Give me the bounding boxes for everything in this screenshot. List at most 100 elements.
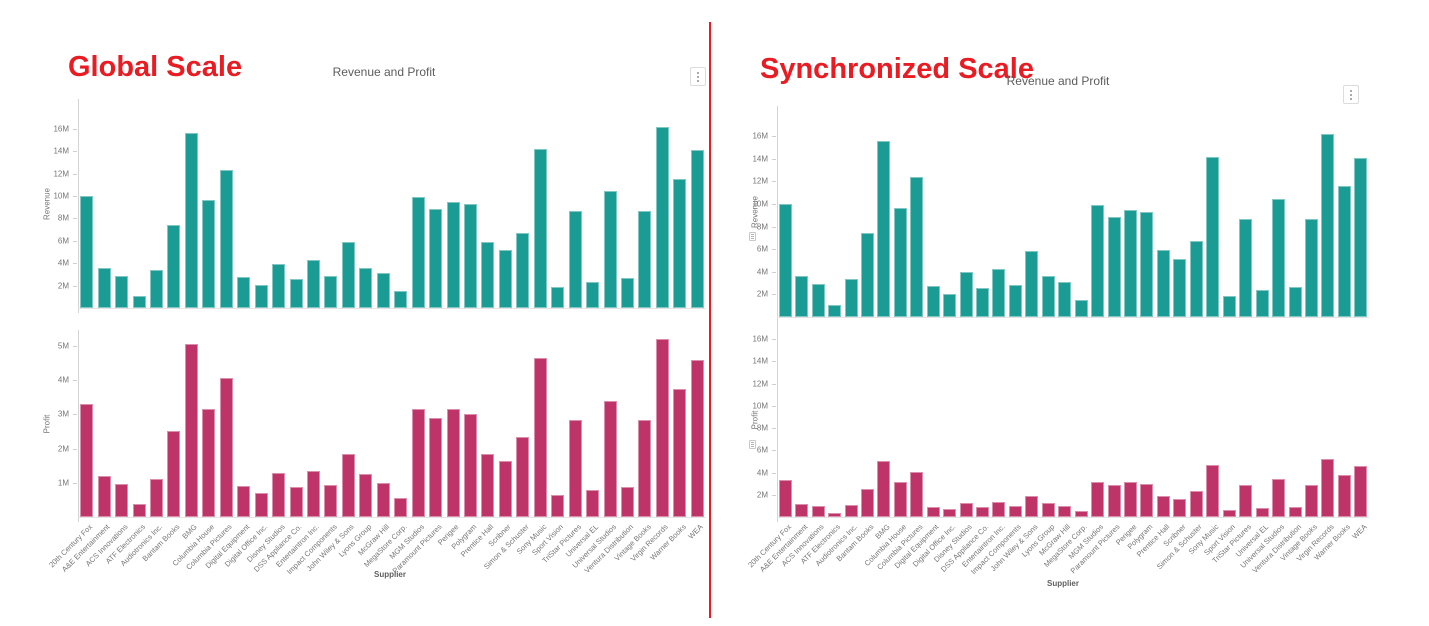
bar-revenue[interactable] — [1223, 296, 1236, 317]
bar-profit[interactable] — [828, 513, 841, 517]
bar-profit[interactable] — [342, 454, 355, 517]
bar-revenue[interactable] — [1140, 212, 1153, 317]
bar-revenue[interactable] — [150, 270, 163, 308]
bar-profit[interactable] — [237, 486, 250, 517]
bar-profit[interactable] — [1223, 510, 1236, 517]
bar-revenue[interactable] — [569, 211, 582, 308]
bar-profit[interactable] — [1338, 475, 1351, 517]
pane-handle-icon[interactable] — [749, 232, 756, 241]
bar-profit[interactable] — [499, 461, 512, 517]
bar-profit[interactable] — [845, 505, 858, 517]
bar-profit[interactable] — [604, 401, 617, 517]
bar-revenue[interactable] — [1239, 219, 1252, 317]
bar-revenue[interactable] — [133, 296, 146, 308]
bar-revenue[interactable] — [359, 268, 372, 308]
bar-revenue[interactable] — [894, 208, 907, 317]
bar-profit[interactable] — [1206, 465, 1219, 517]
bar-profit[interactable] — [272, 473, 285, 517]
bar-revenue[interactable] — [80, 196, 93, 308]
bar-revenue[interactable] — [324, 276, 337, 308]
bar-profit[interactable] — [481, 454, 494, 517]
bar-profit[interactable] — [638, 420, 651, 517]
chart-menu-button[interactable] — [690, 67, 706, 86]
bar-revenue[interactable] — [464, 204, 477, 308]
bar-profit[interactable] — [133, 504, 146, 517]
bar-profit[interactable] — [656, 339, 669, 517]
bar-profit[interactable] — [779, 480, 792, 517]
bar-revenue[interactable] — [534, 149, 547, 308]
bar-profit[interactable] — [1091, 482, 1104, 517]
bar-profit[interactable] — [551, 495, 564, 517]
bar-revenue[interactable] — [992, 269, 1005, 317]
bar-profit[interactable] — [1009, 506, 1022, 517]
bar-profit[interactable] — [80, 404, 93, 517]
bar-revenue[interactable] — [861, 233, 874, 317]
bar-revenue[interactable] — [1354, 158, 1367, 317]
bar-revenue[interactable] — [499, 250, 512, 308]
bar-revenue[interactable] — [1256, 290, 1269, 317]
bar-profit[interactable] — [1239, 485, 1252, 517]
bar-revenue[interactable] — [220, 170, 233, 308]
bar-profit[interactable] — [377, 483, 390, 517]
bar-revenue[interactable] — [795, 276, 808, 317]
bar-revenue[interactable] — [1009, 285, 1022, 317]
bar-revenue[interactable] — [237, 277, 250, 308]
bar-profit[interactable] — [569, 420, 582, 517]
bar-revenue[interactable] — [551, 287, 564, 308]
bar-revenue[interactable] — [927, 286, 940, 317]
bar-revenue[interactable] — [586, 282, 599, 308]
bar-revenue[interactable] — [429, 209, 442, 308]
bar-profit[interactable] — [447, 409, 460, 517]
bar-profit[interactable] — [1173, 499, 1186, 517]
bar-profit[interactable] — [812, 506, 825, 517]
bar-profit[interactable] — [1075, 511, 1088, 517]
bar-profit[interactable] — [1124, 482, 1137, 517]
bar-revenue[interactable] — [1157, 250, 1170, 317]
bar-revenue[interactable] — [1091, 205, 1104, 317]
bar-profit[interactable] — [1157, 496, 1170, 517]
bar-profit[interactable] — [185, 344, 198, 517]
bar-profit[interactable] — [150, 479, 163, 517]
bar-profit[interactable] — [464, 414, 477, 517]
bar-revenue[interactable] — [1338, 186, 1351, 317]
bar-profit[interactable] — [1058, 506, 1071, 517]
bar-profit[interactable] — [516, 437, 529, 517]
bar-profit[interactable] — [910, 472, 923, 517]
bar-revenue[interactable] — [1206, 157, 1219, 317]
bar-profit[interactable] — [1272, 479, 1285, 517]
bar-profit[interactable] — [1354, 466, 1367, 517]
bar-revenue[interactable] — [377, 273, 390, 308]
bar-profit[interactable] — [1140, 484, 1153, 517]
bar-revenue[interactable] — [1075, 300, 1088, 317]
bar-profit[interactable] — [1256, 508, 1269, 517]
bar-profit[interactable] — [1025, 496, 1038, 517]
bar-revenue[interactable] — [1124, 210, 1137, 317]
bar-revenue[interactable] — [1321, 134, 1334, 317]
bar-revenue[interactable] — [779, 204, 792, 317]
bar-revenue[interactable] — [604, 191, 617, 308]
bar-revenue[interactable] — [272, 264, 285, 308]
bar-revenue[interactable] — [656, 127, 669, 308]
bar-revenue[interactable] — [115, 276, 128, 308]
bar-profit[interactable] — [412, 409, 425, 517]
bar-revenue[interactable] — [1058, 282, 1071, 317]
bar-revenue[interactable] — [638, 211, 651, 308]
bar-revenue[interactable] — [167, 225, 180, 308]
bar-profit[interactable] — [861, 489, 874, 517]
bar-profit[interactable] — [115, 484, 128, 517]
bar-revenue[interactable] — [481, 242, 494, 308]
chart-menu-button[interactable] — [1343, 85, 1359, 104]
bar-revenue[interactable] — [960, 272, 973, 317]
bar-profit[interactable] — [795, 504, 808, 517]
bar-revenue[interactable] — [98, 268, 111, 308]
bar-revenue[interactable] — [1025, 251, 1038, 317]
bar-revenue[interactable] — [185, 133, 198, 308]
bar-profit[interactable] — [621, 487, 634, 517]
bar-revenue[interactable] — [828, 305, 841, 317]
bar-revenue[interactable] — [976, 288, 989, 317]
bar-profit[interactable] — [691, 360, 704, 517]
bar-revenue[interactable] — [202, 200, 215, 308]
bar-profit[interactable] — [307, 471, 320, 517]
bar-revenue[interactable] — [255, 285, 268, 308]
bar-revenue[interactable] — [1305, 219, 1318, 317]
